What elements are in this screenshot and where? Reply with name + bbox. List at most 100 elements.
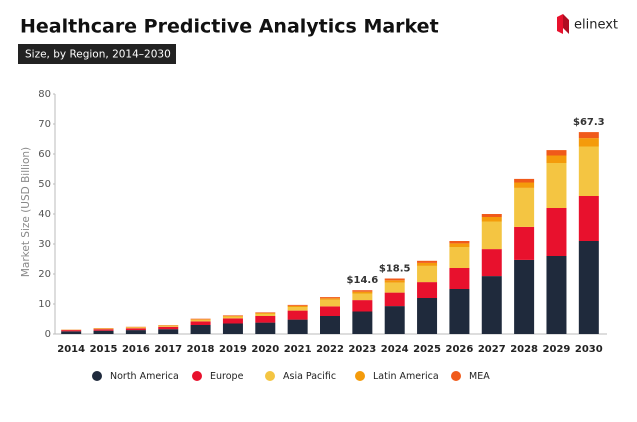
bar-segment xyxy=(320,299,340,307)
bar-segment xyxy=(384,280,405,283)
bar-segment xyxy=(578,138,599,147)
bar-segment xyxy=(384,278,405,281)
y-tick-label: 80 xyxy=(38,89,51,100)
x-tick-label: 2015 xyxy=(90,344,118,355)
logo: elinext xyxy=(557,14,618,34)
bar-segment xyxy=(320,298,340,300)
bar-segment xyxy=(352,290,373,292)
x-tick-label: 2017 xyxy=(154,344,182,355)
logo-text: elinext xyxy=(574,18,618,33)
bar-segment xyxy=(417,282,438,298)
bar-segment xyxy=(449,243,470,247)
x-tick-label: 2016 xyxy=(122,344,150,355)
legend-label: Europe xyxy=(210,371,244,382)
y-tick-label: 0 xyxy=(45,329,51,340)
bar-segment xyxy=(255,322,276,334)
x-tick-label: 2020 xyxy=(251,344,279,355)
x-tick-label: 2022 xyxy=(316,344,344,355)
y-tick-label: 30 xyxy=(38,239,51,250)
legend-label: North America xyxy=(110,371,179,382)
bar-segment xyxy=(255,313,276,314)
bar-segment xyxy=(190,325,211,334)
bar-segment xyxy=(222,316,243,317)
total-label: $67.3 xyxy=(573,117,605,128)
bar-segment xyxy=(384,282,405,293)
x-tick-label: 2014 xyxy=(57,344,85,355)
bar-segment xyxy=(481,249,502,277)
bar-segment xyxy=(514,182,535,188)
bar-segment xyxy=(287,307,308,311)
bar-segment xyxy=(255,312,276,313)
bar-segment xyxy=(158,325,179,327)
legend-swatch xyxy=(92,371,102,381)
bar-segment xyxy=(352,291,373,294)
x-tick-label: 2025 xyxy=(413,344,441,355)
legend-label: Latin America xyxy=(373,371,439,382)
legend-label: Asia Pacific xyxy=(283,371,336,382)
bar-segment xyxy=(417,260,438,263)
x-tick-label: 2023 xyxy=(348,344,376,355)
y-tick-label: 10 xyxy=(38,299,51,310)
bar-segment xyxy=(578,146,599,196)
bar-segment xyxy=(61,331,82,334)
bar-segment xyxy=(222,323,243,334)
bar-segment xyxy=(352,293,373,301)
y-tick-label: 60 xyxy=(38,149,51,160)
bar-segment xyxy=(578,132,599,139)
y-tick-label: 40 xyxy=(38,209,51,220)
bar-segment xyxy=(546,150,567,156)
logo-icon xyxy=(557,14,563,34)
bar-segment xyxy=(481,217,502,222)
bar-segment xyxy=(93,328,114,330)
bar-segment xyxy=(190,319,211,320)
bar-segment xyxy=(158,329,179,334)
legend-label: MEA xyxy=(469,371,490,382)
bar-segment xyxy=(255,313,276,316)
x-tick-label: 2027 xyxy=(478,344,506,355)
y-tick-label: 50 xyxy=(38,179,51,190)
bar-segment xyxy=(514,259,535,334)
bar-segment xyxy=(481,221,502,250)
bar-segment xyxy=(93,329,114,331)
bar-segment xyxy=(514,178,535,183)
legend-swatch xyxy=(355,371,365,381)
bar-segment xyxy=(93,330,114,334)
bar-segment xyxy=(352,311,373,334)
x-tick-label: 2021 xyxy=(284,344,312,355)
x-tick-label: 2030 xyxy=(575,344,603,355)
bar-segment xyxy=(125,327,146,329)
bar-segment xyxy=(449,241,470,244)
x-tick-label: 2024 xyxy=(381,344,409,355)
bar-segment xyxy=(449,247,470,268)
bar-segment xyxy=(320,297,340,299)
bar-segment xyxy=(449,268,470,289)
bar-segment xyxy=(514,187,535,227)
bar-segment xyxy=(417,262,438,266)
bar-segment xyxy=(287,305,308,307)
subtitle-box xyxy=(18,44,176,64)
bar-segment xyxy=(481,214,502,217)
legend-swatch xyxy=(451,371,461,381)
bar-segment xyxy=(222,316,243,319)
y-tick-label: 70 xyxy=(38,119,51,130)
bar-segment xyxy=(287,304,308,306)
bar-segment xyxy=(158,326,179,330)
total-label: $18.5 xyxy=(379,264,411,275)
bar-segment xyxy=(546,155,567,163)
y-tick-label: 20 xyxy=(38,269,51,280)
bar-segment xyxy=(287,319,308,334)
bar-segment xyxy=(514,226,535,260)
bar-segment xyxy=(352,300,373,312)
bar-segment xyxy=(578,241,599,334)
x-tick-label: 2018 xyxy=(187,344,215,355)
bar-segment xyxy=(320,306,340,316)
bar-segment xyxy=(481,276,502,334)
bar-segment xyxy=(255,316,276,323)
bar-segment xyxy=(287,310,308,320)
bar-segment xyxy=(449,289,470,334)
bar-segment xyxy=(384,292,405,307)
logo-icon xyxy=(563,14,569,34)
bar-segment xyxy=(546,208,567,256)
x-tick-label: 2019 xyxy=(219,344,247,355)
